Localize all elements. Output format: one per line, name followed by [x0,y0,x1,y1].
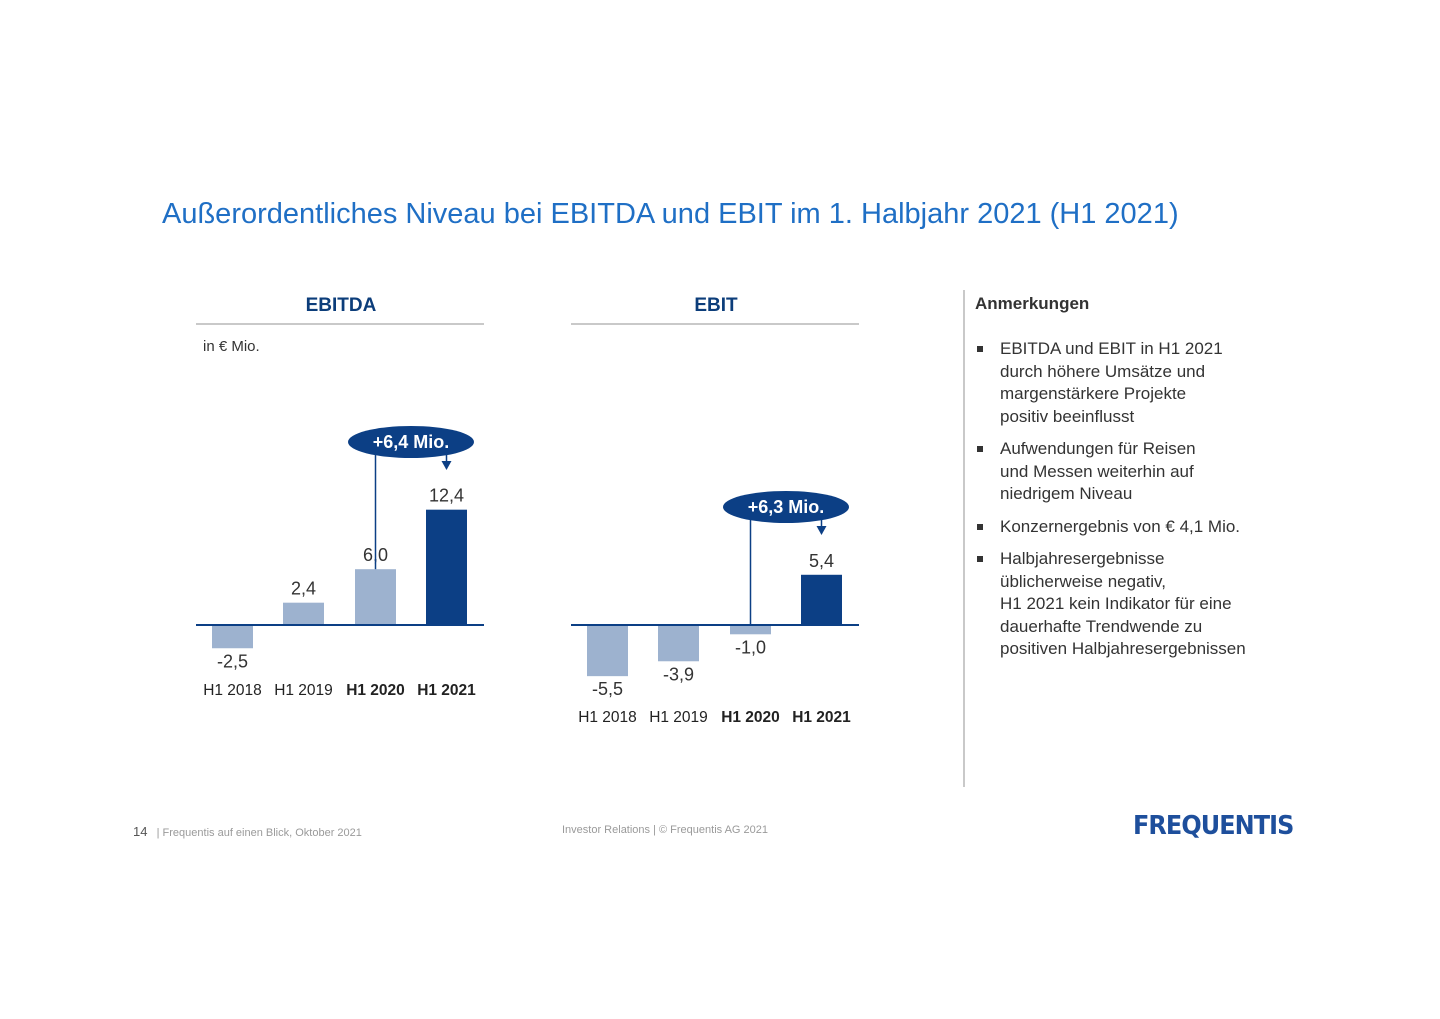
section-divider [963,290,965,787]
chart-title-rule [196,323,484,325]
bar [658,625,699,662]
data-label: -3,9 [663,664,694,684]
footer-center: Investor Relations | © Frequentis AG 202… [562,824,769,836]
footer-doc-title: | Frequentis auf einen Blick, Oktober 20… [156,827,362,839]
chart-title: EBIT [694,295,738,316]
bar [212,625,253,649]
notes-panel: Anmerkungen EBITDA und EBIT in H1 2021 d… [975,294,1295,671]
bullet-icon [977,556,983,562]
ebitda-chart: EBITDA in € Mio. -2,5 H1 2018 2,4 H1 2019 6,… [196,290,496,740]
bar [355,569,396,625]
category-label: H1 2018 [578,709,637,726]
callout-badge [348,426,474,458]
bar [426,509,467,625]
notes-title: Anmerkungen [975,294,1090,313]
bullet-icon [977,523,983,530]
page-number: 14 [133,824,148,839]
data-label: 2,4 [291,579,316,599]
data-label: 12,4 [429,486,464,506]
arrow-down-icon [816,526,827,535]
note-item: Aufwendungen für Reisen und Messen weite… [975,438,1295,506]
bar [801,574,842,625]
note-text: Aufwendungen für Reisen und Messen weite… [1000,439,1196,503]
bar [587,625,628,677]
note-text: EBITDA und EBIT in H1 2021 durch höhere … [1000,339,1223,426]
category-label: H1 2021 [417,682,476,699]
slide-title: Außerordentliches Niveau bei EBITDA und … [162,198,1179,230]
category-label: H1 2019 [649,709,708,726]
frequentis-logo: FREQUENTIS [1133,811,1294,841]
category-label: H1 2019 [274,682,333,699]
data-label: 5,4 [809,551,834,571]
callout-badge [723,491,849,523]
footer-left: 14 | Frequentis auf einen Blick, Oktober… [133,824,362,839]
ebit-chart: EBIT -5,5 H1 2018 -3,9 H1 2019 -1,0 H1 2020 5,… [571,290,871,740]
data-label: -1,0 [735,637,766,657]
arrow-down-icon [441,461,452,470]
category-label: H1 2021 [792,709,851,726]
note-item: Halbjahresergebnisse üblicherweise negat… [975,548,1295,661]
bar [283,602,324,625]
note-item: EBITDA und EBIT in H1 2021 durch höhere … [975,338,1295,428]
note-text: Konzernergebnis von € 4,1 Mio. [1000,516,1241,536]
callout-label: +6,3 Mio. [748,497,825,517]
chart-title: EBITDA [305,295,377,316]
bullet-icon [977,446,983,452]
bullet-icon [977,346,983,352]
chart-title-rule [571,323,859,325]
callout-label: +6,4 Mio. [373,432,450,452]
category-label: H1 2018 [203,682,262,699]
category-label: H1 2020 [346,682,405,699]
category-label: H1 2020 [721,709,780,726]
note-text: Halbjahresergebnisse üblicherweise negat… [1000,549,1246,658]
unit-label: in € Mio. [203,338,260,355]
note-item: Konzernergebnis von € 4,1 Mio. [975,516,1295,539]
bar [730,625,771,635]
notes-list: EBITDA und EBIT in H1 2021 durch höhere … [975,338,1295,661]
data-label: -5,5 [592,679,623,699]
ebit-plot: -5,5 H1 2018 -3,9 H1 2019 -1,0 H1 2020 5,4 H1 2… [571,491,859,726]
data-label: -2,5 [217,651,248,671]
